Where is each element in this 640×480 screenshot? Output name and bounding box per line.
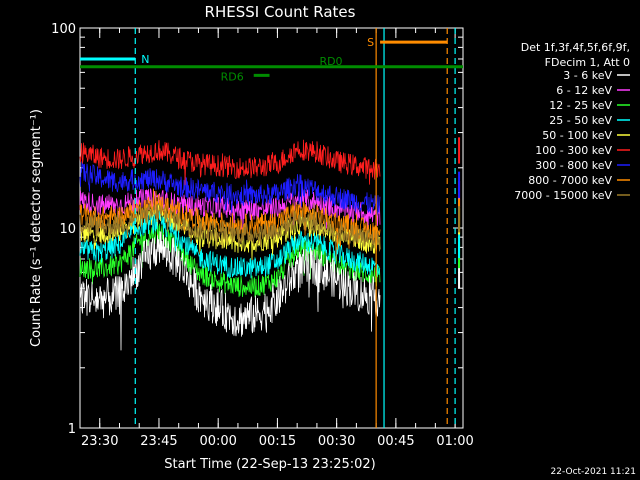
x-tick-label: 23:45	[140, 434, 177, 449]
series-line-3-6kev	[79, 231, 381, 351]
y-tick-label: 1	[68, 422, 76, 437]
series-line-12-25kev	[79, 223, 381, 298]
x-tick-label: 01:00	[436, 434, 473, 449]
legend-entry-label: 50 - 100 keV	[542, 129, 612, 142]
x-tick-label: 00:30	[318, 434, 355, 449]
chart-title: RHESSI Count Rates	[205, 3, 356, 21]
legend-entry-label: 7000 - 15000 keV	[514, 189, 612, 202]
legend-entry-label: 800 - 7000 keV	[528, 174, 612, 187]
x-axis-label: Start Time (22-Sep-13 23:25:02)	[164, 457, 375, 472]
x-axis: 23:30 23:45 00:00 00:15 00:30 00:45 01:00	[79, 28, 474, 449]
series-group	[79, 137, 461, 351]
footer-date: 22-Oct-2021 11:21	[551, 467, 636, 477]
legend-entry-label: 3 - 6 keV	[563, 69, 612, 82]
series-line-50-100kev	[79, 201, 381, 260]
series-line-100-300kev	[79, 139, 381, 186]
legend-entry-label: 12 - 25 keV	[549, 99, 612, 112]
annotation-label: N	[141, 53, 149, 66]
y-axis-label: Count Rate (s⁻¹ detector segment⁻¹)	[29, 109, 44, 347]
legend-header-line: Det 1f,3f,4f,5f,6f,9f,	[521, 41, 630, 54]
annotations-group: N S RD0 RD6	[80, 28, 463, 428]
x-tick-label: 00:15	[259, 434, 296, 449]
x-tick-label: 00:00	[199, 434, 236, 449]
legend: Det 1f,3f,4f,5f,6f,9f, FDecim 1, Att 03 -…	[514, 41, 630, 202]
annotation-label: S	[367, 36, 374, 49]
annotation-label: RD0	[319, 55, 342, 68]
x-tick-label: 23:30	[81, 434, 118, 449]
series-line-300-800kev	[79, 161, 381, 216]
legend-entry-label: 300 - 800 keV	[535, 159, 612, 172]
series-line-7000-15000kev	[79, 202, 381, 262]
y-tick-label: 100	[51, 22, 76, 37]
x-tick-label: 00:45	[377, 434, 414, 449]
legend-entry-label: 25 - 50 keV	[549, 114, 612, 127]
legend-header-line: FDecim 1, Att 0	[545, 56, 630, 69]
annotation-label: RD6	[221, 70, 244, 83]
legend-entry-label: 100 - 300 keV	[535, 144, 612, 157]
y-tick-label: 10	[59, 222, 76, 237]
series-line-6-12kev	[79, 185, 381, 234]
legend-entry-label: 6 - 12 keV	[556, 84, 612, 97]
series-line-25-50kev	[79, 210, 381, 279]
y-axis: 1 10 100	[51, 22, 463, 437]
